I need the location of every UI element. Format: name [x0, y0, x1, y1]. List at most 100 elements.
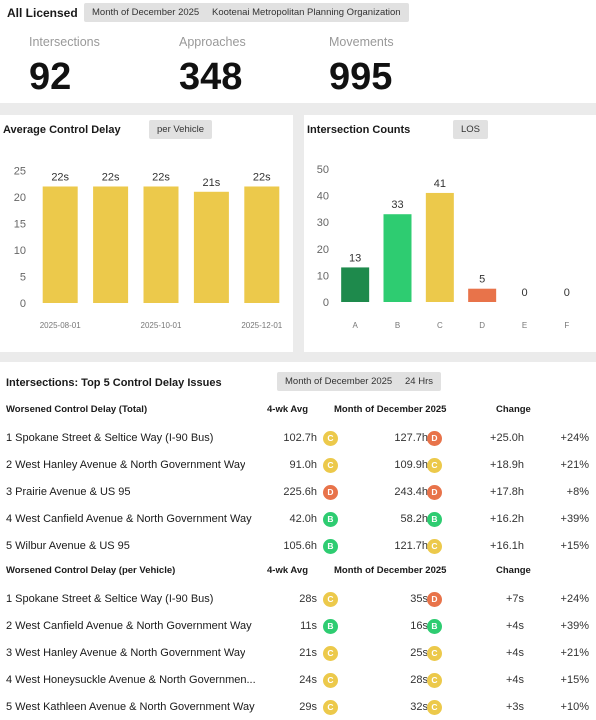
table-row[interactable]: 1 Spokane Street & Seltice Way (I-90 Bus… [0, 426, 596, 453]
intersection-name: 5 Wilbur Avenue & US 95 [6, 540, 130, 552]
four-week-avg-value: 29s [299, 701, 317, 713]
los-badge-month: D [427, 592, 442, 607]
four-week-avg-value: 105.6h [283, 540, 317, 552]
change-percent: +15% [560, 674, 589, 686]
change-percent: +24% [560, 432, 589, 444]
column-header-4wk-avg: 4-wk Avg [267, 404, 309, 415]
change-value: +17.8h [490, 486, 524, 498]
los-badge-4wk-avg: B [323, 512, 338, 527]
los-badge-4wk-avg: B [323, 539, 338, 554]
change-percent: +21% [560, 647, 589, 659]
table-row[interactable]: 3 Prairie Avenue & US 95 225.6h 243.4h +17.… [0, 480, 596, 507]
x-tick-label: 2025-12-01 [241, 321, 282, 330]
intersection-name: 5 West Kathleen Avenue & North Governmen… [6, 701, 255, 713]
column-header-change: Change [496, 404, 531, 415]
four-week-avg-value: 91.0h [289, 459, 317, 471]
x-tick-label: 2025-10-01 [141, 321, 182, 330]
intersection-name: 1 Spokane Street & Seltice Way (I-90 Bus… [6, 432, 214, 444]
per-vehicle-chip[interactable]: per Vehicle [149, 120, 213, 139]
y-tick-label: 0 [20, 298, 26, 310]
table-row[interactable]: 4 West Canfield Avenue & North Governmen… [0, 507, 596, 534]
change-percent: +24% [560, 593, 589, 605]
los-badge-month: B [427, 619, 442, 634]
x-tick-label: F [564, 321, 569, 330]
change-percent: +8% [566, 486, 589, 498]
month-value: 243.4h [394, 486, 428, 498]
los-count-label: 41 [434, 178, 446, 190]
x-tick-label: D [479, 321, 485, 330]
page-title: All Licensed [7, 6, 78, 20]
table-month-chip[interactable]: Month of December 2025 [277, 372, 401, 391]
change-percent: +39% [560, 513, 589, 525]
los-count-bar [425, 192, 454, 302]
month-value: 32s [410, 701, 428, 713]
los-badge-4wk-avg: D [323, 485, 338, 500]
table-section-header: Worsened Control Delay (per Vehicle) 4-wk… [0, 563, 596, 579]
los-badge-4wk-avg: C [323, 673, 338, 688]
intersection-name: 2 West Canfield Avenue & North Governmen… [6, 620, 252, 632]
x-tick-label: 2025-08-01 [40, 321, 81, 330]
change-value: +16.2h [490, 513, 524, 525]
change-value: +18.9h [490, 459, 524, 471]
change-percent: +39% [560, 620, 589, 632]
month-value: 28s [410, 674, 428, 686]
column-header-change: Change [496, 565, 531, 576]
table-row[interactable]: 5 Wilbur Avenue & US 95 105.6h 121.7h +16.1… [0, 534, 596, 561]
metric-label-intersections: Intersections [29, 35, 100, 49]
change-value: +4s [505, 620, 524, 632]
y-tick-label: 15 [14, 219, 26, 231]
los-badge-4wk-avg: C [323, 646, 338, 661]
month-value: 127.7h [394, 432, 428, 444]
change-percent: +21% [560, 459, 589, 471]
change-percent: +15% [560, 540, 589, 552]
x-tick-label: B [395, 321, 400, 330]
month-value: 58.2h [400, 513, 428, 525]
y-tick-label: 10 [14, 245, 26, 257]
los-count-label: 33 [391, 199, 403, 211]
month-value: 109.9h [394, 459, 428, 471]
metric-value-movements: 995 [329, 56, 393, 98]
los-chip[interactable]: LOS [453, 120, 489, 139]
table-row[interactable]: 3 West Hanley Avenue & North Government … [0, 641, 596, 668]
column-header-month: Month of December 2025 [334, 565, 447, 576]
los-count-label: 5 [479, 274, 485, 286]
four-week-avg-value: 28s [299, 593, 317, 605]
four-week-avg-value: 21s [299, 647, 317, 659]
top5-control-delay-card: Intersections: Top 5 Control Delay Issue… [0, 362, 596, 720]
table-row[interactable]: 2 West Hanley Avenue & North Government … [0, 453, 596, 480]
intersection-name: 2 West Hanley Avenue & North Government … [6, 459, 246, 471]
column-header-name: Worsened Control Delay (per Vehicle) [6, 565, 176, 576]
delay-bar [193, 191, 229, 303]
table-hours-chip[interactable]: 24 Hrs [397, 372, 441, 391]
metric-value-approaches: 348 [179, 56, 243, 98]
intersection-counts-title: Intersection Counts [307, 124, 411, 136]
table-row[interactable]: 5 West Kathleen Avenue & North Governmen… [0, 695, 596, 720]
y-tick-label: 5 [20, 272, 26, 284]
month-value: 35s [410, 593, 428, 605]
table-row[interactable]: 4 West Honeysuckle Avenue & North Govern… [0, 668, 596, 695]
los-badge-4wk-avg: C [323, 592, 338, 607]
change-value: +4s [505, 647, 524, 659]
delay-bar [93, 186, 129, 303]
los-badge-month: C [427, 539, 442, 554]
y-tick-label: 20 [14, 192, 26, 204]
delay-bar [244, 186, 280, 303]
column-header-name: Worsened Control Delay (Total) [6, 404, 148, 415]
average-control-delay-panel: Average Control Delay per Vehicle 0 5 10 15… [0, 115, 293, 352]
table-row[interactable]: 1 Spokane Street & Seltice Way (I-90 Bus… [0, 587, 596, 614]
table-row[interactable]: 2 West Canfield Avenue & North Governmen… [0, 614, 596, 641]
organization-filter-chip[interactable]: Kootenai Metropolitan Planning Organizat… [204, 3, 409, 22]
month-value: 16s [410, 620, 428, 632]
los-badge-month: C [427, 700, 442, 715]
los-count-bar [468, 288, 497, 302]
change-value: +7s [505, 593, 524, 605]
delay-bar-label: 22s [51, 171, 69, 183]
intersection-name: 1 Spokane Street & Seltice Way (I-90 Bus… [6, 593, 214, 605]
month-filter-chip[interactable]: Month of December 2025 [84, 3, 208, 22]
delay-bar-label: 22s [253, 171, 271, 183]
change-percent: +10% [560, 701, 589, 713]
los-count-label: 13 [349, 252, 361, 264]
top5-table-title: Intersections: Top 5 Control Delay Issue… [6, 377, 222, 389]
delay-bar [143, 186, 179, 303]
metric-label-approaches: Approaches [179, 35, 246, 49]
